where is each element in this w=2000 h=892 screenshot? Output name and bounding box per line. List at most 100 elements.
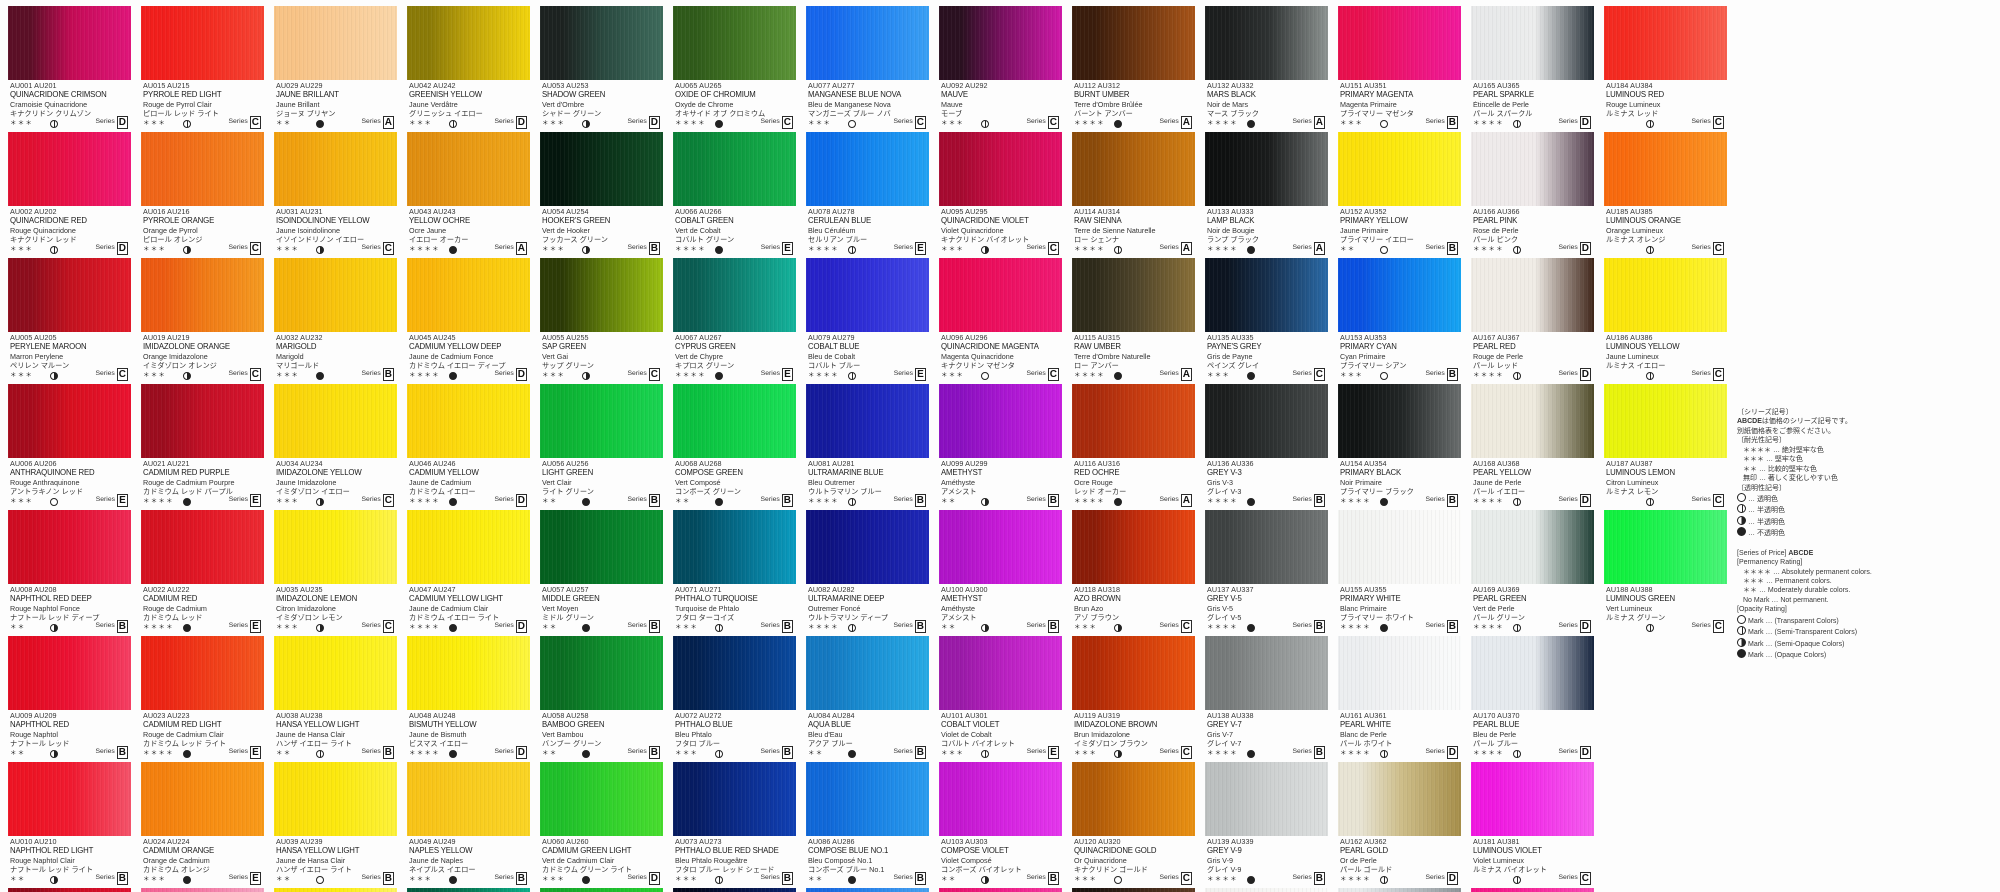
paint-swatch — [806, 384, 929, 458]
color-name-fr: Gris V-5 — [1207, 605, 1233, 613]
permanency-stars: ＊＊ — [941, 624, 957, 632]
color-name-en: ISOINDOLINONE YELLOW — [276, 217, 370, 225]
series-letter-box: B — [1047, 872, 1059, 885]
series-label: Series — [95, 874, 115, 882]
series-label: Series — [1425, 622, 1445, 630]
swatch-cell: AU119 AU319 IMIDAZOLONE BROWN Brun Imidazo… — [1072, 636, 1195, 762]
color-name-jp: アントラキノン レッド — [10, 488, 84, 496]
series-label: Series — [1425, 370, 1445, 378]
color-name-fr: Jaune de Cadmium Clair — [409, 605, 489, 613]
series-letter-box: C — [1180, 872, 1192, 885]
legend-permanency-row-en: ＊＊ … Moderately durable colors. — [1743, 587, 1851, 595]
rating-marks: ＊＊＊ Series D — [542, 116, 662, 130]
rating-marks: ＊＊＊＊ Series C — [675, 116, 795, 130]
permanency-stars: ＊＊＊ — [941, 120, 965, 128]
color-name-jp: パール グリーン — [1473, 614, 1525, 622]
swatch-label: AU082 AU282 ULTRAMARINE DEEP Outremer Fonc… — [806, 584, 929, 636]
color-code: AU060 AU260 — [542, 837, 589, 846]
series-indicator: Series A — [362, 116, 394, 129]
paint-swatch — [939, 6, 1062, 80]
color-name-en: IMIDAZOLONE BROWN — [1074, 721, 1158, 729]
swatch-cell: AU154 AU354 PRIMARY BLACK Noir Primaire プライ… — [1338, 384, 1461, 510]
color-code: AU082 AU282 — [808, 585, 855, 594]
permanency-stars: ＊＊＊＊ — [1340, 498, 1371, 506]
color-name-jp: ミドル グリーン — [542, 614, 594, 622]
series-label: Series — [1292, 118, 1312, 126]
permanency-stars: ＊＊＊＊ — [808, 246, 839, 254]
permanency-stars: ＊＊＊ — [1207, 372, 1231, 380]
swatch-cell: AU161 AU361 PEARL WHITE Blanc de Perle パール … — [1338, 636, 1461, 762]
opacity-mark-icon — [449, 246, 457, 254]
series-indicator: Series D — [1559, 368, 1591, 381]
swatch-cell-empty — [1604, 828, 1727, 892]
series-label: Series — [95, 496, 115, 504]
opacity-mark-icon — [1247, 750, 1255, 758]
color-name-fr: Noir Primaire — [1340, 479, 1382, 487]
swatch-cell: AU078 AU278 CERULEAN BLUE Bleu Céruléum セルリ… — [806, 132, 929, 258]
paint-swatch — [407, 258, 530, 332]
series-label: Series — [1691, 118, 1711, 126]
swatch-cell: AU162 AU362 PEARL GOLD Or de Perle パール ゴールド… — [1338, 762, 1461, 888]
color-code: AU153 AU353 — [1340, 333, 1387, 342]
series-letter-box: B — [515, 872, 527, 885]
permanency-stars: ＊＊ — [276, 750, 292, 758]
series-letter-box: E — [915, 242, 926, 255]
swatch-cell: AU166 AU366 PEARL PINK Rose de Perle パール ピン… — [1471, 132, 1594, 258]
color-code: AU042 AU242 — [409, 81, 456, 90]
series-indicator: Series C — [1160, 872, 1192, 885]
color-name-en: COBALT VIOLET — [941, 721, 1000, 729]
paint-swatch — [1471, 384, 1594, 458]
paint-swatch — [1604, 6, 1727, 80]
color-name-fr: Vert Lumineux — [1606, 605, 1652, 613]
swatch-cell: AU169 AU369 PEARL GREEN Vert de Perle パール グ… — [1471, 510, 1594, 636]
swatch-cell: AU087 AU287COMPOSE BLUE NO.2Bleu Composé… — [806, 888, 929, 892]
color-name-jp: ネイプルス イエロー — [409, 866, 476, 874]
paint-swatch — [939, 510, 1062, 584]
series-label: Series — [228, 496, 248, 504]
paint-swatch — [1338, 258, 1461, 332]
series-letter-box: E — [782, 242, 793, 255]
swatch-cell: AU022 AU222 CADMIUM RED Rouge de Cadmium カド… — [141, 510, 264, 636]
series-letter-box: D — [648, 116, 660, 129]
color-name-en: HOOKER'S GREEN — [542, 217, 611, 225]
opacity-mark-icon — [1646, 624, 1654, 632]
swatch-cell: AU187 AU387 LUMINOUS LEMON Citron Lumineux… — [1604, 384, 1727, 510]
swatch-cell: AU184 AU384 LUMINOUS RED Rouge Lumineux ルミナ… — [1604, 6, 1727, 132]
rating-marks: ＊＊＊＊ Series D — [1340, 746, 1460, 760]
rating-marks: ＊＊＊＊ Series D — [409, 494, 529, 508]
rating-marks: ＊＊＊ Series D — [10, 116, 130, 130]
legend-column: 〔シリーズ記号〕 ABCDEは価格のシリーズ記号です。 別紙価格表をご参照ください。… — [1737, 6, 1897, 892]
series-label: Series — [1026, 370, 1046, 378]
opacity-mark-icon — [848, 498, 856, 506]
permanency-stars: ＊＊＊＊ — [808, 372, 839, 380]
series-letter-box: B — [1446, 368, 1458, 381]
swatch-label: AU155 AU355 PRIMARY WHITE Blanc Primaire プラ… — [1338, 584, 1461, 636]
swatch-cell: AU029 AU229 JAUNE BRILLANT Jaune Brillant ジ… — [274, 6, 397, 132]
color-code: AU114 AU314 — [1074, 207, 1121, 216]
series-label: Series — [1026, 874, 1046, 882]
series-letter-box: C — [1712, 368, 1724, 381]
rating-marks: ＊＊＊＊ Series B — [808, 494, 928, 508]
permanency-stars: ＊＊ — [808, 750, 824, 758]
series-indicator: Series E — [894, 242, 926, 255]
swatch-label: AU116 AU316 RED OCHRE Ocre Rouge レッド オーカー ＊＊… — [1072, 458, 1195, 510]
swatch-cell: AU039 AU239 HANSA YELLOW LIGHT Jaune de Ha… — [274, 762, 397, 888]
color-name-jp: パール ゴールド — [1340, 866, 1393, 874]
swatch-label: AU081 AU281 ULTRAMARINE BLUE Bleu Outremer… — [806, 458, 929, 510]
permanency-stars: ＊＊＊＊ — [143, 750, 174, 758]
series-label: Series — [1558, 874, 1578, 882]
series-indicator: Series B — [1293, 494, 1325, 507]
permanency-stars: ＊＊＊＊ — [1207, 876, 1238, 884]
color-code: AU023 AU223 — [143, 711, 190, 720]
paint-swatch — [1471, 762, 1594, 836]
opacity-mark-icon — [981, 498, 989, 506]
swatch-label: AU067 AU267 CYPRUS GREEN Vert de Chypre キプロ… — [673, 332, 796, 384]
opacity-mark-icon — [1114, 876, 1122, 884]
color-code: AU079 AU279 — [808, 333, 855, 342]
color-name-jp: グレイ V-5 — [1207, 614, 1242, 622]
color-code: AU008 AU208 — [10, 585, 57, 594]
color-name-en: QUINACRIDONE RED — [10, 217, 87, 225]
